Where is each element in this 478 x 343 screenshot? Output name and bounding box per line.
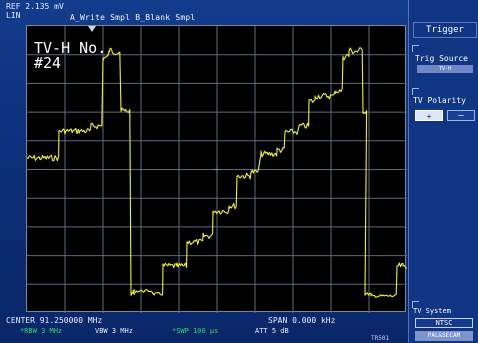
video-bandwidth: VBW 3 MHz xyxy=(95,327,133,335)
tv-polarity-softkey[interactable]: TV Polarity xyxy=(413,96,466,105)
menu-title: Trigger xyxy=(413,22,477,38)
video-trace xyxy=(27,47,407,298)
scale-mode: LIN xyxy=(6,11,21,20)
waveform-display: TV-H No. #24 xyxy=(26,25,407,313)
trig-source-value[interactable]: TV-H xyxy=(417,65,473,73)
frequency-span: SPAN 0.000 kHz xyxy=(268,316,336,325)
sweep-time: *SWP 100 µs xyxy=(172,327,219,335)
reference-level: REF 2.135 mV xyxy=(6,2,64,11)
trigger-marker xyxy=(88,26,96,32)
polarity-positive-button[interactable]: + xyxy=(415,110,443,121)
resolution-bandwidth: *RBW 3 MHz xyxy=(20,327,63,335)
softkey-corner xyxy=(412,88,419,95)
screen-code: TR501 xyxy=(371,335,390,342)
channel-label: TV-H No. xyxy=(34,39,107,57)
trig-source-softkey[interactable]: Trig Source xyxy=(415,54,468,63)
softkey-corner xyxy=(412,45,419,52)
polarity-negative-button[interactable]: – xyxy=(447,110,475,121)
center-frequency: CENTER 91.250000 MHz xyxy=(6,316,103,325)
attenuation: ATT 5 dB xyxy=(255,327,289,335)
channel-number: #24 xyxy=(34,54,62,72)
tv-system-ntsc-button[interactable]: NTSC xyxy=(415,318,473,328)
center-ticks xyxy=(213,165,221,174)
graticule-and-trace xyxy=(27,26,407,313)
softkey-menu: Trigger Trig Source TV-H TV Polarity + –… xyxy=(408,0,478,343)
tv-system-softkey[interactable]: TV System xyxy=(413,307,451,315)
trace-info: A_Write Smpl B_Blank Smpl xyxy=(70,13,196,22)
softkey-corner xyxy=(412,301,419,308)
tv-system-pal-secam-button[interactable]: PAL&SECAM xyxy=(415,331,473,341)
